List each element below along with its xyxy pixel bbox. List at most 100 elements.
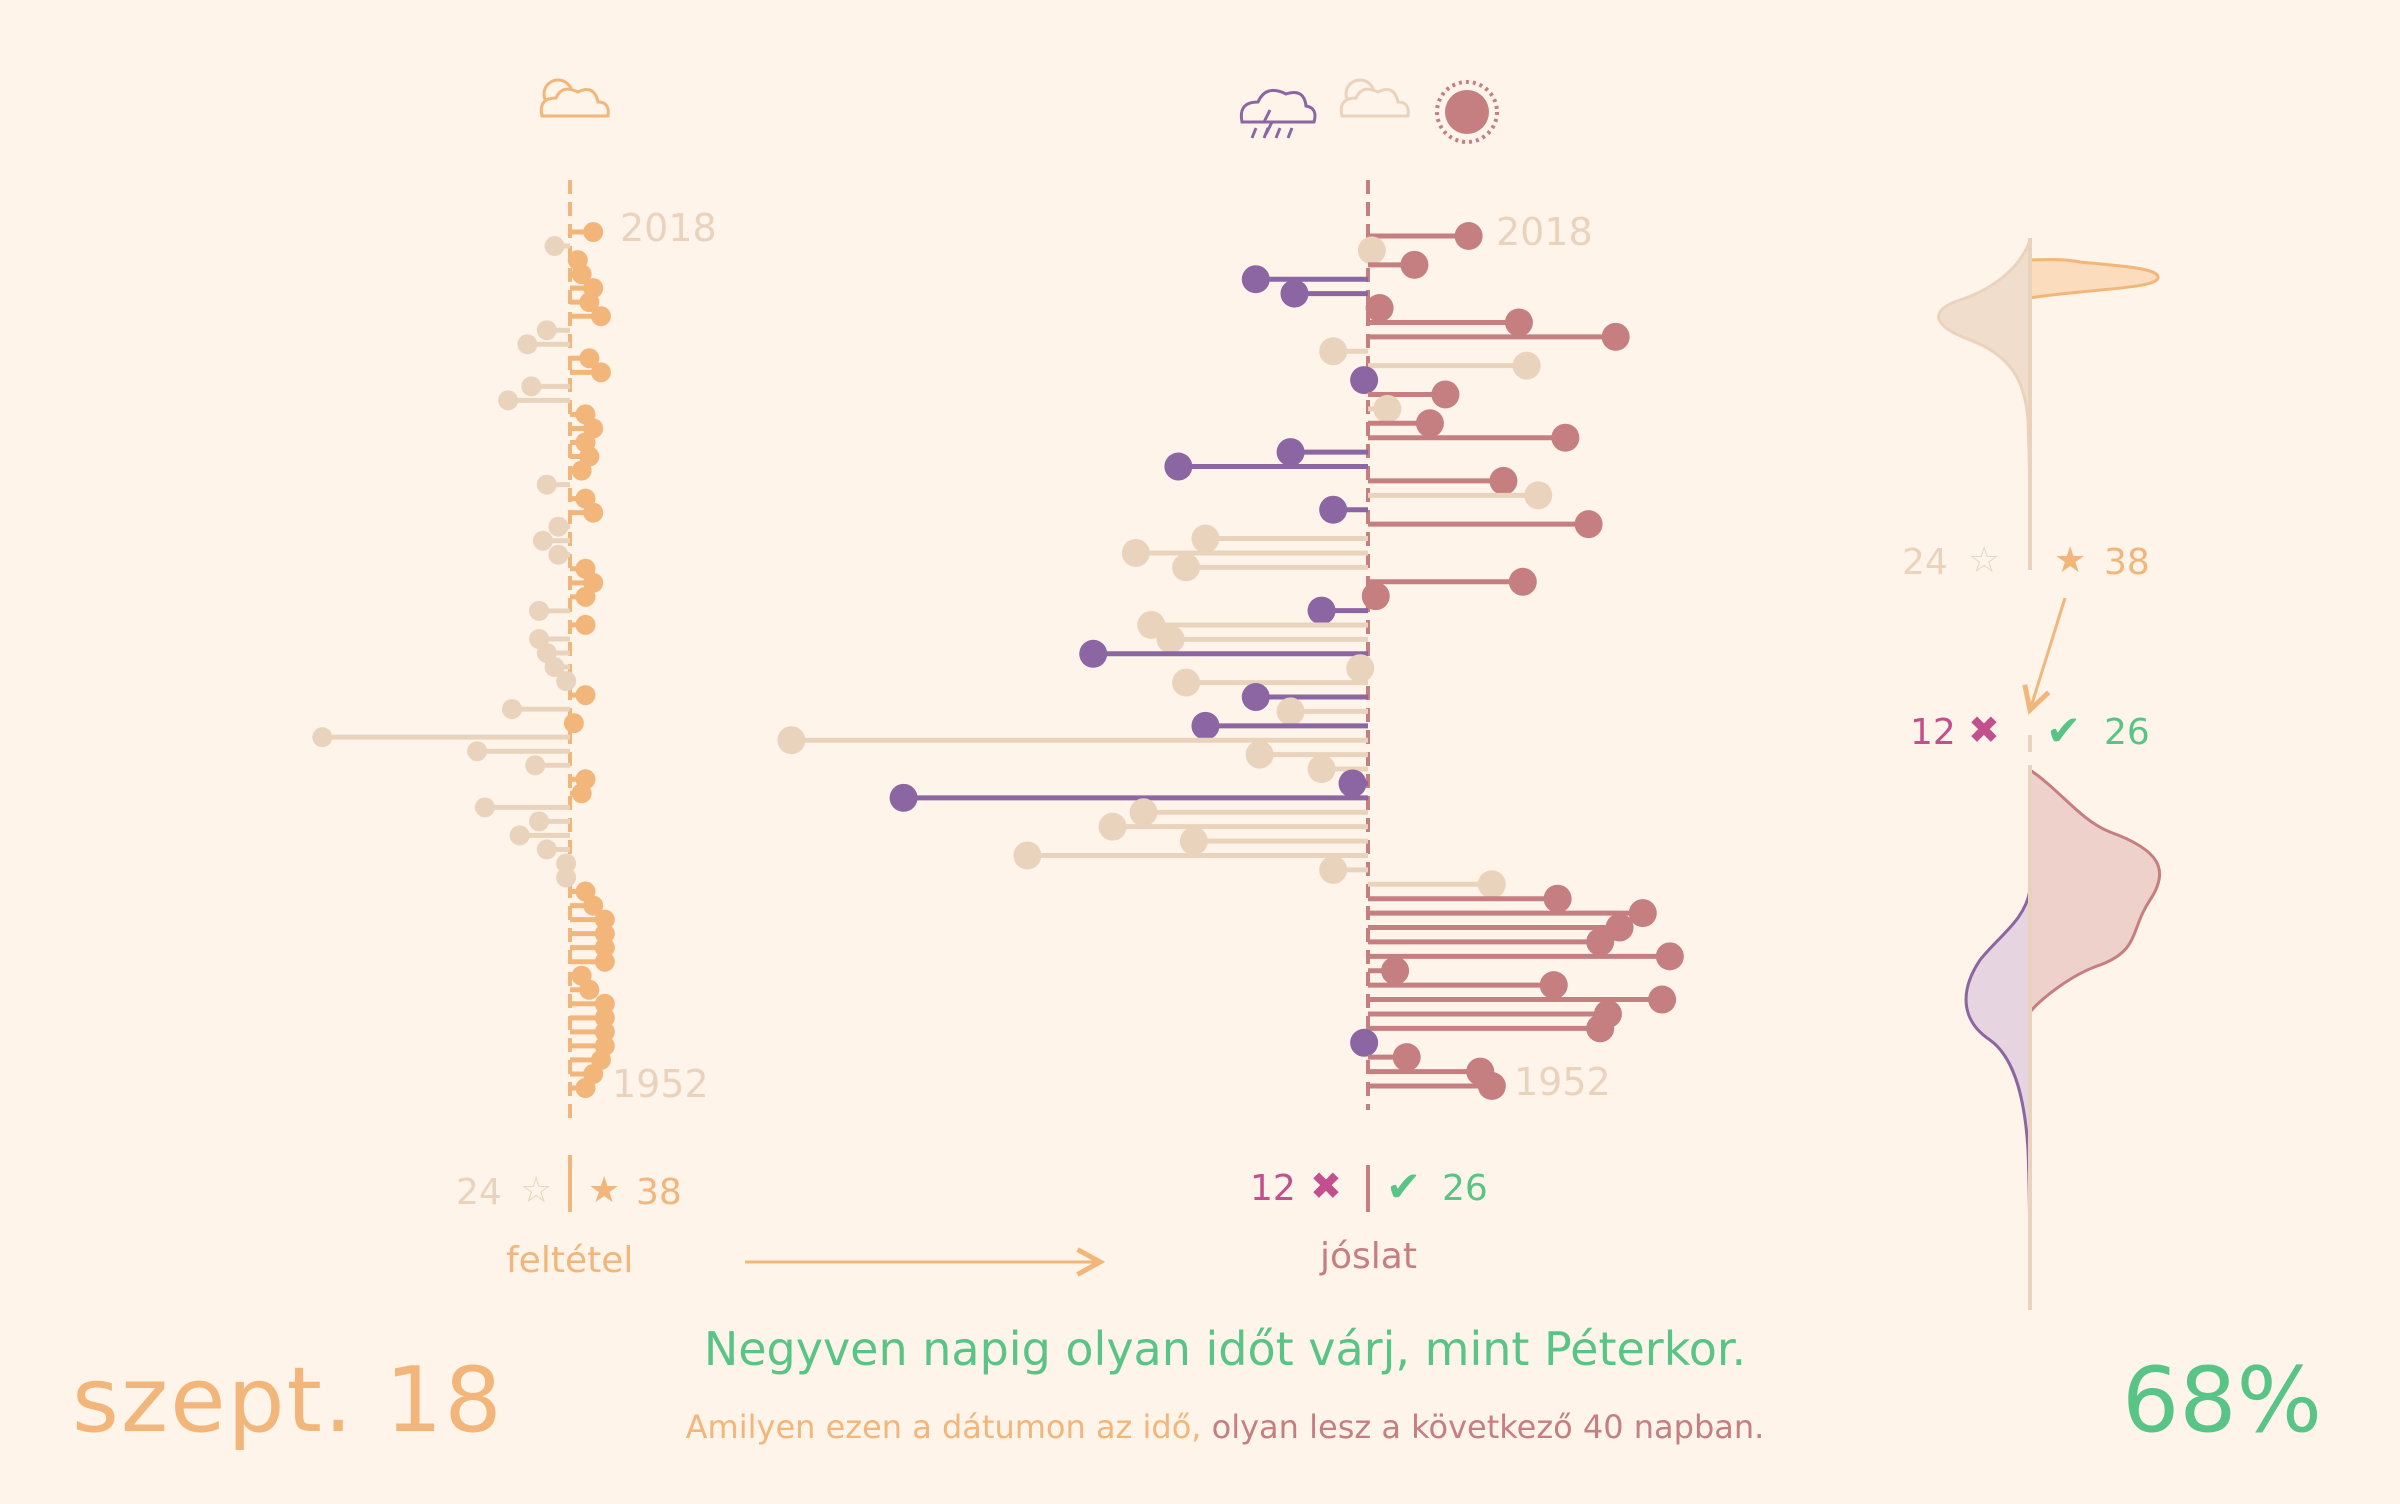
summary-check-icon: ✔ [2046,706,2082,755]
prediction-count-right: 26 [1442,1168,1488,1209]
date-label: szept. 18 [72,1348,504,1453]
condition-lollipop-dot [590,306,611,327]
condition-lollipop-dot [548,516,569,537]
forecast-sun-behind-cloud-icon [1339,78,1410,118]
condition-lollipops [312,222,615,1098]
condition-lollipop-dot [579,292,600,313]
prediction-year-top: 2018 [1496,210,1593,254]
condition-lollipop-dot [575,614,596,635]
summary-filled-star-icon: ★ [2054,540,2087,581]
prediction-lollipop-dot [1346,654,1375,683]
condition-lollipop-dot [525,755,546,776]
prediction-lollipop-dot [1245,740,1274,769]
prediction-lollipop-dot [1508,567,1537,596]
prediction-lollipop-dot [1381,956,1410,985]
condition-lollipop-dot [594,1007,615,1028]
summary-count-right: 26 [2104,712,2150,753]
prediction-lollipop-dot [1477,1072,1506,1100]
prediction-lollipop-dot [1172,668,1201,697]
condition-lollipop-dot [544,657,565,678]
prediction-density-rainy [1964,889,2032,1301]
prediction-lollipop-dot [889,783,918,812]
prediction-lollipop-dot [1586,927,1615,956]
condition-lollipop-dot [594,937,615,958]
summary-count-yes: 38 [2104,542,2150,583]
condition-lollipop-dot [579,348,600,369]
condition-lollipop-dot [517,334,538,355]
prediction-lollipop-dot [1129,798,1158,827]
condition-lollipop-dot [583,895,604,916]
prediction-lollipop-dot [1628,899,1657,928]
summary-count-not: 24 [1902,542,1948,583]
prediction-lollipop-dot [1357,236,1386,265]
prediction-lollipop-dot [1539,971,1568,1000]
prediction-lollipop-dot [1241,683,1270,712]
prediction-lollipop-dot [1365,294,1394,323]
prediction-lollipop-dot [1137,610,1166,639]
prediction-count-wrong: 12 [1250,1168,1296,1209]
condition-lollipop-dot [467,741,488,762]
condition-density-neutral [1937,239,2032,561]
prediction-lollipop-dot [1319,337,1348,366]
condition-lollipop-dot [529,600,550,621]
summary-link-arrow [2030,597,2067,710]
condition-lollipop-dot [579,979,600,1000]
prediction-lollipop-dot [1307,755,1336,784]
prediction-label: jóslat [1320,1236,1417,1277]
condition-density-sunny [2028,258,2160,300]
prediction-lollipop-dot [1415,409,1444,438]
percent-label: 68% [2121,1348,2322,1453]
condition-lollipop-dot [594,951,615,972]
prediction-lollipop-dot [1191,524,1220,553]
condition-lollipop-dot [583,222,604,242]
prediction-lollipop-dot [1431,380,1460,409]
prediction-lollipop-dot [1373,394,1402,423]
prediction-lollipop-dot [1454,222,1483,250]
prediction-lollipop-dot [1307,596,1336,625]
condition-count-not: 24 [456,1172,502,1213]
prediction-lollipop-dot [1361,582,1390,611]
prediction-lollipop-dot [1191,711,1220,740]
prediction-lollipop-dot [1172,553,1201,582]
prediction-lollipop-dot [1164,452,1193,481]
summary-empty-star-icon: ☆ [1968,540,2001,581]
condition-lollipop-dot [571,264,592,285]
condition-lollipop-dot [556,853,577,874]
prediction-lollipop-dot [1504,308,1533,337]
prediction-lollipop-dot [1179,827,1208,856]
summary-cross-icon: ✖ [1968,708,2000,752]
condition-lollipop-dot [536,839,557,860]
prediction-lollipop-dot [1079,639,1108,668]
prediction-lollipop-dot [1319,855,1348,884]
prediction-lollipop-dot [1574,510,1603,539]
prediction-lollipop-dot [1121,538,1150,567]
prediction-lollipop-dot [1648,985,1677,1014]
condition-lollipop-dot [544,236,565,257]
prediction-lollipop-dot [1013,841,1042,870]
prediction-lollipop-dot [1280,279,1309,308]
prediction-lollipop-dot [1524,481,1553,510]
condition-lollipop-dot [575,586,596,607]
prediction-lollipop-dot [1350,366,1379,395]
prediction-density-hot [2028,767,2161,1017]
condition-lollipop-dot [498,390,519,411]
condition-lollipop-dot [532,530,553,551]
prediction-lollipop-dot [1586,1014,1615,1043]
condition-count-yes: 38 [636,1172,682,1213]
prediction-lollipop-dot [1601,322,1630,351]
prediction-lollipop-dot [1276,697,1305,726]
condition-lollipop-dot [594,993,615,1014]
prediction-lollipop-dot [1543,884,1572,913]
condition-lollipop-dot [312,727,333,748]
subtitle-part1: Amilyen ezen a dátumon az idő, [685,1408,1202,1446]
condition-empty-star-icon: ☆ [520,1170,553,1211]
prediction-lollipop-dot [1319,495,1348,524]
prediction-lollipop-dot [1400,250,1429,279]
condition-lollipop-dot [594,923,615,944]
condition-lollipop-dot [501,699,522,720]
subtitle-part2: olyan lesz a következő 40 napban. [1201,1408,1765,1446]
condition-lollipop-dot [575,685,596,706]
condition-lollipop-dot [583,502,604,523]
